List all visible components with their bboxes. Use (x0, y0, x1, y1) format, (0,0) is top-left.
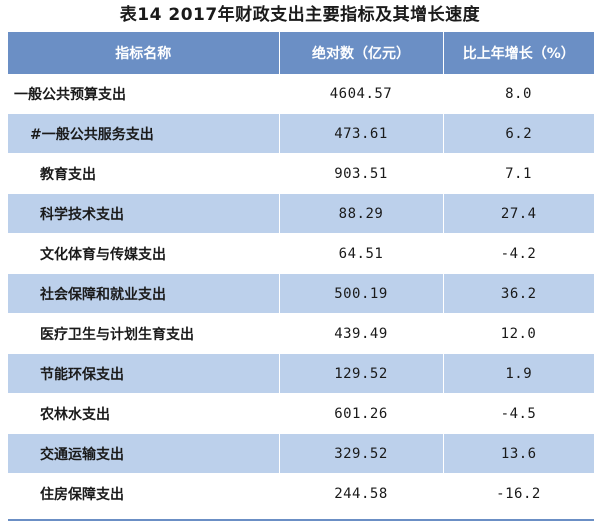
row-growth: 8.0 (443, 74, 594, 114)
row-name: #一般公共服务支出 (8, 113, 279, 154)
table-row: 教育支出 903.51 7.1 (8, 153, 594, 194)
row-name: 医疗卫生与计划生育支出 (8, 313, 279, 354)
table-row: 文化体育与传媒支出 64.51 -4.2 (8, 233, 594, 274)
table-row: 节能环保支出 129.52 1.9 (8, 353, 594, 394)
row-value: 244.58 (279, 473, 443, 514)
row-value: 129.52 (278, 353, 443, 394)
table-row: 科学技术支出 88.29 27.4 (8, 193, 594, 234)
row-growth: -4.2 (443, 233, 594, 274)
table-row: 社会保障和就业支出 500.19 36.2 (8, 273, 594, 314)
table-row: 一般公共预算支出 4604.57 8.0 (8, 74, 594, 114)
header-absolute-value: 绝对数（亿元） (279, 32, 444, 74)
header-growth-rate: 比上年增长（%） (443, 32, 594, 74)
row-growth: 12.0 (443, 313, 594, 354)
row-value: 500.19 (278, 273, 443, 314)
row-value: 64.51 (279, 233, 443, 274)
row-growth: 7.1 (443, 153, 594, 194)
row-value: 473.61 (278, 113, 443, 154)
row-growth: 1.9 (442, 353, 594, 394)
header-indicator-name: 指标名称 (8, 32, 280, 74)
row-name: 一般公共预算支出 (8, 74, 279, 114)
table-bottom-rule (8, 519, 594, 521)
table-row: 交通运输支出 329.52 13.6 (8, 433, 594, 474)
row-value: 601.26 (279, 393, 443, 434)
table-row: #一般公共服务支出 473.61 6.2 (8, 113, 594, 154)
expenditure-table: 指标名称 绝对数（亿元） 比上年增长（%） 一般公共预算支出 4604.57 8… (8, 32, 594, 514)
row-growth: 6.2 (442, 113, 594, 154)
row-value: 329.52 (278, 433, 443, 474)
row-name: 科学技术支出 (8, 193, 279, 234)
row-name: 教育支出 (8, 153, 279, 194)
row-growth: 13.6 (442, 433, 594, 474)
row-name: 社会保障和就业支出 (8, 273, 279, 314)
row-growth: -16.2 (443, 473, 594, 514)
row-value: 4604.57 (279, 74, 443, 114)
row-value: 439.49 (279, 313, 443, 354)
row-name: 节能环保支出 (8, 353, 279, 394)
row-growth: 36.2 (442, 273, 594, 314)
table-row: 住房保障支出 244.58 -16.2 (8, 473, 594, 514)
table-row: 农林水支出 601.26 -4.5 (8, 393, 594, 434)
table-header-row: 指标名称 绝对数（亿元） 比上年增长（%） (8, 32, 594, 74)
row-growth: -4.5 (443, 393, 594, 434)
table-title: 表14 2017年财政支出主要指标及其增长速度 (119, 5, 481, 25)
row-value: 903.51 (279, 153, 443, 194)
row-name: 交通运输支出 (8, 433, 279, 474)
row-growth: 27.4 (442, 193, 594, 234)
table-row: 医疗卫生与计划生育支出 439.49 12.0 (8, 313, 594, 354)
row-value: 88.29 (278, 193, 443, 234)
row-name: 住房保障支出 (8, 473, 279, 514)
row-name: 农林水支出 (8, 393, 279, 434)
row-name: 文化体育与传媒支出 (8, 233, 279, 274)
